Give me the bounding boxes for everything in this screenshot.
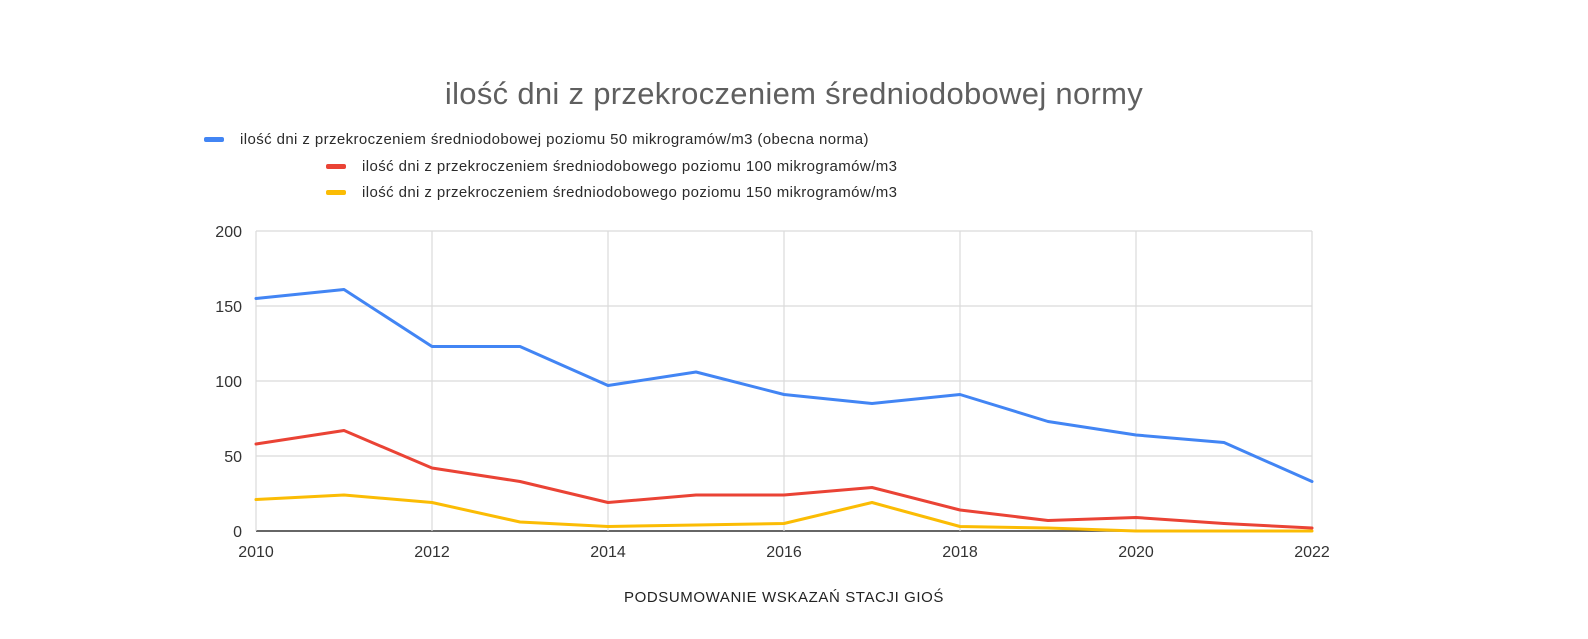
- x-tick-label: 2012: [414, 544, 450, 561]
- x-tick-label: 2010: [238, 544, 274, 561]
- y-tick-label: 50: [224, 449, 242, 466]
- x-tick-label: 2022: [1294, 544, 1330, 561]
- y-tick-label: 0: [233, 524, 242, 541]
- y-tick-label: 200: [215, 224, 242, 241]
- x-tick-label: 2018: [942, 544, 978, 561]
- series-line-2: [254, 493, 1314, 533]
- legend-swatch-red: [326, 164, 346, 169]
- x-tick-label: 2016: [766, 544, 802, 561]
- y-tick-label: 150: [215, 299, 242, 316]
- chart-title: ilość dni z przekroczeniem średniodobowe…: [444, 76, 1144, 111]
- legend-item-100: ilość dni z przekroczeniem średniodobowe…: [326, 158, 897, 175]
- legend-item-150: ilość dni z przekroczeniem średniodobowe…: [326, 184, 897, 201]
- x-tick-label: 2014: [590, 544, 626, 561]
- legend-item-50: ilość dni z przekroczeniem średniodobowe…: [204, 131, 869, 148]
- legend-label-100: ilość dni z przekroczeniem średniodobowe…: [362, 158, 898, 175]
- legend-swatch-yellow: [326, 190, 346, 195]
- x-axis-title: PODSUMOWANIE WSKAZAŃ STACJI GIOŚ: [623, 589, 945, 606]
- y-tick-label: 100: [215, 374, 242, 391]
- legend-swatch-blue: [204, 137, 224, 142]
- series-line-1: [254, 429, 1314, 530]
- x-tick-label: 2020: [1118, 544, 1154, 561]
- legend-label-50: ilość dni z przekroczeniem średniodobowe…: [240, 131, 869, 148]
- legend-label-150: ilość dni z przekroczeniem średniodobowe…: [362, 184, 898, 201]
- series-line-0: [254, 288, 1314, 483]
